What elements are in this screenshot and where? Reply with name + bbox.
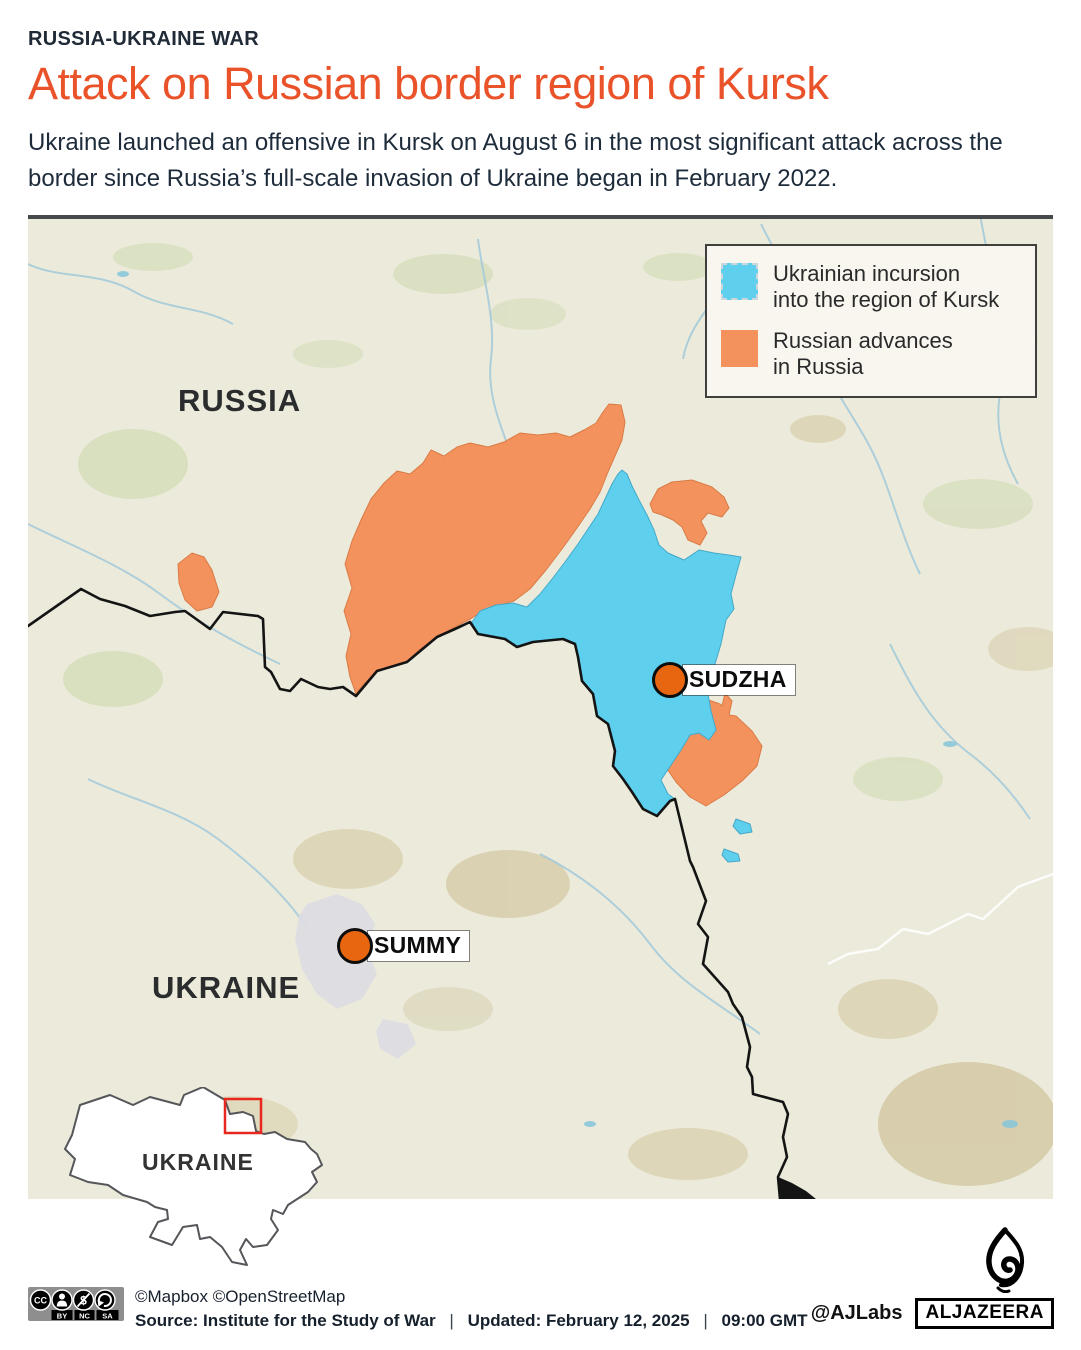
updated-value: February 12, 2025 (545, 1311, 690, 1330)
city-dot-sudzha (652, 662, 688, 698)
legend-item-incursion: Ukrainian incursion into the region of K… (721, 261, 1019, 313)
ukraine-country-shape (64, 1086, 323, 1266)
city-dot-summy (337, 928, 373, 964)
map-canvas (28, 219, 1053, 1199)
separator: | (449, 1311, 454, 1330)
inset-label-ukraine: UKRAINE (142, 1149, 254, 1175)
city-label-summy: SUMMY (368, 931, 470, 961)
svg-text:CC: CC (34, 1296, 47, 1306)
ukraine-inset-map: UKRAINE (50, 1086, 340, 1282)
cc-icon (29, 1289, 52, 1311)
admin-boundary-line (827, 872, 1053, 966)
legend-line: Russian advances (773, 328, 953, 353)
header: RUSSIA-UKRAINE WAR Attack on Russian bor… (0, 0, 1081, 197)
legend-label: Ukrainian incursion into the region of K… (773, 261, 999, 313)
cc-by-nc-sa-badge: CC $ BY NC SA (28, 1287, 124, 1321)
aljazeera-wordmark: ALJAZEERA (915, 1298, 1054, 1329)
source-label: Source: (135, 1311, 199, 1330)
border-thick-segment (778, 1177, 816, 1199)
footer: CC $ BY NC SA ©Mapbox ©OpenStreetMap Sou… (0, 1199, 1081, 1350)
cc-letter-sa: SA (102, 1312, 113, 1321)
legend-line: Ukrainian incursion (773, 261, 961, 286)
source-line: Source: Institute for the Study of War |… (135, 1311, 808, 1331)
attribution-icon (51, 1289, 73, 1311)
city-label-sudzha: SUDZHA (683, 665, 795, 695)
source-value: Institute for the Study of War (203, 1311, 436, 1330)
cc-letter-by: BY (57, 1312, 67, 1321)
inset-canvas (64, 1086, 323, 1266)
legend-item-advances: Russian advances in Russia (721, 328, 1019, 380)
map-attribution: ©Mapbox ©OpenStreetMap (135, 1287, 346, 1306)
legend-line: into the region of Kursk (773, 287, 1000, 312)
label-russia: RUSSIA (178, 383, 302, 418)
aljazeera-flame-logo-icon (986, 1227, 1025, 1293)
separator: | (703, 1311, 708, 1330)
ukraine-russia-border-line (28, 587, 790, 1199)
credits-block: CC $ BY NC SA ©Mapbox ©OpenStreetMap Sou… (28, 1287, 808, 1331)
advances-swatch (721, 330, 758, 367)
page-title: Attack on Russian border region of Kursk (28, 58, 829, 109)
inset-locator-box (223, 1097, 263, 1135)
cc-letter-nc: NC (79, 1312, 90, 1321)
map-legend: Ukrainian incursion into the region of K… (705, 244, 1037, 398)
city-marker-sudzha: SUDZHA (652, 662, 795, 698)
urban-area-sumy (295, 894, 416, 1059)
kicker: RUSSIA-UKRAINE WAR (28, 28, 259, 50)
label-ukraine: UKRAINE (152, 970, 301, 1005)
updated-time: 09:00 GMT (721, 1311, 808, 1330)
main-map: Ukrainian incursion into the region of K… (28, 215, 1053, 1266)
updated-label: Updated: (467, 1311, 542, 1330)
ajlabs-credit: @AJLabs (810, 1302, 903, 1324)
incursion-swatch (721, 263, 758, 300)
legend-line: in Russia (773, 354, 864, 379)
intro-paragraph: Ukraine launched an offensive in Kursk o… (28, 128, 1003, 192)
brand-row: @AJLabs ALJAZEERA (811, 1298, 1054, 1329)
city-marker-summy: SUMMY (337, 928, 470, 964)
source-text-block: ©Mapbox ©OpenStreetMap Source: Institute… (135, 1287, 808, 1331)
legend-label: Russian advances in Russia (773, 328, 953, 380)
